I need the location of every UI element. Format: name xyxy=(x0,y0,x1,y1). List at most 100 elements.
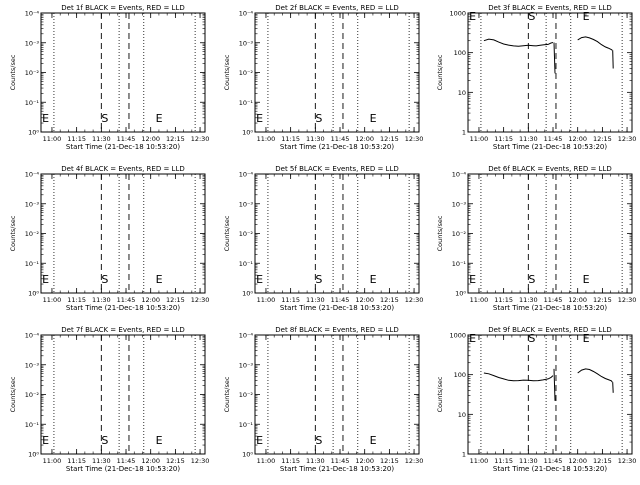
x-tick-label: 12:30 xyxy=(405,296,424,304)
y-tick-label: 10⁻² xyxy=(239,391,254,399)
x-axis-label: Start Time (21-Dec-18 10:53:20) xyxy=(66,465,180,473)
x-tick-label: 11:30 xyxy=(519,135,538,143)
x-axis-label: Start Time (21-Dec-18 10:53:20) xyxy=(280,143,394,151)
x-axis-label: Start Time (21-Dec-18 10:53:20) xyxy=(280,304,394,312)
x-tick-label: 11:30 xyxy=(306,457,325,465)
x-axis-label: Start Time (21-Dec-18 10:53:20) xyxy=(280,465,394,473)
y-tick-label: 10⁻² xyxy=(25,391,40,399)
series-line-3 xyxy=(577,368,613,383)
y-axis-label: Counts/sec xyxy=(9,376,17,412)
y-tick-label: 10⁻¹ xyxy=(239,260,254,268)
plot-frame xyxy=(467,173,633,294)
x-tick-label: 11:00 xyxy=(257,457,276,465)
x-tick-label: 11:15 xyxy=(67,457,86,465)
chart-panel-6: Det 6f BLACK = Events, RED = LLD 10⁰ 10⁻¹ 1… xyxy=(436,165,636,312)
x-tick-label: 11:30 xyxy=(92,135,111,143)
chart-title: Det 3f BLACK = Events, RED = LLD xyxy=(488,4,611,12)
chart-panel-8: Det 8f BLACK = Events, RED = LLD 10⁰ 10⁻¹ 1… xyxy=(223,326,423,473)
y-tick-label: 10⁻¹ xyxy=(452,260,467,268)
x-axis-label: Start Time (21-Dec-18 10:53:20) xyxy=(66,304,180,312)
x-tick-label: 12:15 xyxy=(380,135,399,143)
marker-label-e: E xyxy=(370,434,377,447)
plot-frame xyxy=(467,334,633,455)
x-tick-label: 11:00 xyxy=(470,296,489,304)
marker-label-e: E xyxy=(156,434,163,447)
x-tick-label: 12:15 xyxy=(166,457,185,465)
x-tick-label: 11:30 xyxy=(519,296,538,304)
x-tick-label: 12:00 xyxy=(355,135,374,143)
y-tick-label: 1 xyxy=(462,129,466,137)
y-axis-label: Counts/sec xyxy=(223,215,231,251)
marker-label-s: S xyxy=(101,434,108,447)
series-line-3 xyxy=(577,36,613,51)
marker-label-s: S xyxy=(528,273,535,286)
x-tick-label: 11:30 xyxy=(519,457,538,465)
y-tick-label: 10⁻¹ xyxy=(25,99,40,107)
chart-title: Det 7f BLACK = Events, RED = LLD xyxy=(61,326,184,334)
x-tick-label: 12:30 xyxy=(405,457,424,465)
plot-frame xyxy=(254,334,420,455)
marker-label-s: S xyxy=(101,112,108,125)
x-tick-label: 12:30 xyxy=(191,457,210,465)
y-tick-label: 10⁻⁴ xyxy=(25,10,40,18)
x-tick-label: 11:45 xyxy=(117,457,136,465)
y-tick-label: 10⁻³ xyxy=(239,200,254,208)
x-tick-label: 12:00 xyxy=(355,296,374,304)
y-axis-label: Counts/sec xyxy=(436,215,444,251)
marker-label-e: E xyxy=(583,273,590,286)
x-tick-label: 12:00 xyxy=(355,457,374,465)
x-tick-label: 11:45 xyxy=(331,135,350,143)
marker-label-e: E xyxy=(256,112,263,125)
y-tick-label: 10⁰ xyxy=(242,451,253,459)
marker-label-e: E xyxy=(370,273,377,286)
y-tick-label: 10⁻² xyxy=(452,230,467,238)
x-tick-label: 11:30 xyxy=(306,296,325,304)
marker-label-s: S xyxy=(315,112,322,125)
series-line-2 xyxy=(553,368,556,401)
series-line-1 xyxy=(483,38,554,47)
y-tick-label: 10 xyxy=(458,411,466,419)
y-tick-label: 10⁻³ xyxy=(239,361,254,369)
chart-title: Det 8f BLACK = Events, RED = LLD xyxy=(275,326,398,334)
x-tick-label: 11:30 xyxy=(306,135,325,143)
x-tick-label: 12:30 xyxy=(618,457,637,465)
chart-title: Det 1f BLACK = Events, RED = LLD xyxy=(61,4,184,12)
chart-panel-4: Det 4f BLACK = Events, RED = LLD 10⁰ 10⁻¹ 1… xyxy=(9,165,209,312)
x-tick-label: 11:00 xyxy=(470,457,489,465)
y-axis-label: Counts/sec xyxy=(9,215,17,251)
y-tick-label: 10⁰ xyxy=(455,290,466,298)
plot-frame xyxy=(40,334,206,455)
chart-panel-9: Det 9f BLACK = Events, RED = LLD 1 10 100 10… xyxy=(436,326,636,473)
x-tick-label: 12:15 xyxy=(380,457,399,465)
chart-title: Det 5f BLACK = Events, RED = LLD xyxy=(275,165,398,173)
x-tick-label: 12:30 xyxy=(618,135,637,143)
x-tick-label: 12:00 xyxy=(568,457,587,465)
y-tick-label: 10⁻³ xyxy=(239,39,254,47)
chart-panel-2: Det 2f BLACK = Events, RED = LLD 10⁰ 10⁻¹ 1… xyxy=(223,4,423,151)
x-tick-label: 11:45 xyxy=(117,135,136,143)
plot-frame xyxy=(254,12,420,133)
x-tick-label: 11:15 xyxy=(281,296,300,304)
chart-panel-5: Det 5f BLACK = Events, RED = LLD 10⁰ 10⁻¹ 1… xyxy=(223,165,423,312)
x-tick-label: 12:30 xyxy=(618,296,637,304)
x-tick-label: 12:00 xyxy=(141,135,160,143)
marker-label-e: E xyxy=(583,10,590,23)
x-tick-label: 12:30 xyxy=(405,135,424,143)
y-tick-label: 1000 xyxy=(449,10,466,18)
y-axis-label: Counts/sec xyxy=(9,54,17,90)
y-tick-label: 10⁰ xyxy=(242,290,253,298)
marker-label-s: S xyxy=(315,273,322,286)
x-tick-label: 12:15 xyxy=(166,296,185,304)
chart-title: Det 2f BLACK = Events, RED = LLD xyxy=(275,4,398,12)
chart-panel-7: Det 7f BLACK = Events, RED = LLD 10⁰ 10⁻¹ 1… xyxy=(9,326,209,473)
x-tick-label: 11:00 xyxy=(257,296,276,304)
x-tick-label: 12:15 xyxy=(166,135,185,143)
y-tick-label: 10⁻⁴ xyxy=(239,171,254,179)
y-tick-label: 100 xyxy=(454,49,466,57)
y-axis-label: Counts/sec xyxy=(223,376,231,412)
x-tick-label: 12:15 xyxy=(593,296,612,304)
y-tick-label: 10⁻¹ xyxy=(239,421,254,429)
x-tick-label: 11:00 xyxy=(257,135,276,143)
